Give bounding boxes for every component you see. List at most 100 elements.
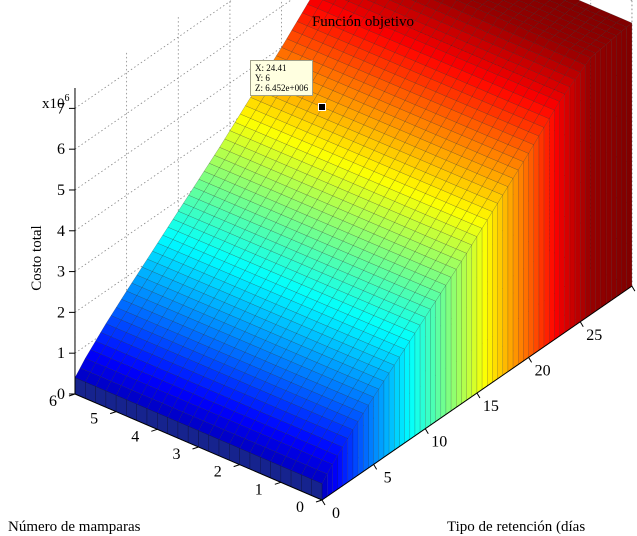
- surface-edge-patch: [363, 404, 369, 472]
- surface-edge-patch: [600, 44, 607, 308]
- labels-layer: Función objetivo x106 Costo total Número…: [8, 14, 585, 535]
- datatip-y: Y: 6: [255, 73, 270, 83]
- surface-edge-patch: [404, 340, 410, 444]
- surface-edge-patch: [611, 35, 617, 301]
- surface-edge-patch: [425, 308, 431, 429]
- surface-edge-patch: [502, 186, 509, 376]
- surface-patch: [322, 0, 337, 5]
- surface-edge-patch: [595, 48, 602, 312]
- surface-edge-patch: [580, 64, 586, 323]
- x-tick-label: 0: [332, 505, 340, 522]
- surface-edge-patch: [450, 268, 457, 412]
- surface-edge-patch: [399, 348, 405, 447]
- surface-edge-patch: [626, 22, 633, 290]
- surface-edge-patch: [394, 356, 400, 451]
- z-tick-label: 5: [57, 182, 65, 199]
- datatip-marker[interactable]: [318, 103, 326, 111]
- y-axis-label: Número de mamparas: [8, 519, 141, 535]
- surface-edge-patch: [378, 380, 385, 462]
- surface-edge-patch: [574, 71, 581, 326]
- y-tick-mark: [315, 499, 323, 503]
- surface-patch: [389, 0, 404, 5]
- chart-title: Función objetivo: [312, 14, 414, 30]
- y-tick-label: 5: [90, 411, 98, 428]
- y-tick-mark: [109, 411, 117, 415]
- surface-edge-patch: [512, 169, 519, 369]
- x-tick-label: 20: [535, 362, 551, 379]
- surface-patch: [433, 0, 444, 4]
- x-tick-label: 10: [431, 434, 447, 451]
- y-tick-label: 3: [173, 446, 181, 463]
- surface-edge-patch: [414, 324, 421, 437]
- x-axis-label: Tipo de retención (días: [447, 519, 585, 535]
- surface-patch: [367, 0, 377, 4]
- z-tick-label: 6: [57, 141, 65, 158]
- datatip-x: X: 24.41: [255, 63, 287, 73]
- surface-edge-patch: [435, 292, 441, 422]
- surface-edge-patch: [383, 372, 390, 458]
- z-multiplier-exp: 6: [65, 93, 70, 104]
- z-tick-label: 4: [57, 223, 65, 240]
- y-tick-mark: [151, 428, 158, 432]
- surface-edge-patch: [409, 332, 416, 440]
- y-tick-mark: [233, 464, 240, 468]
- y-tick-mark: [274, 481, 281, 485]
- surface-edge-patch: [357, 412, 364, 476]
- x-tick-label: 25: [586, 327, 602, 344]
- surface-edge-patch: [347, 429, 354, 483]
- surface-edge-patch: [549, 109, 555, 344]
- grid-line-z-back: [74, 0, 233, 109]
- x-tick-mark: [631, 285, 636, 292]
- x-tick-mark: [321, 499, 326, 506]
- datatip-z: Z: 6.452e+006: [255, 83, 309, 93]
- surface-edge-patch: [466, 244, 472, 401]
- surface-edge-patch: [471, 236, 478, 397]
- surface-edge-patch: [543, 118, 550, 347]
- surface-edge-patch: [342, 437, 348, 487]
- surface-patch: [345, 0, 350, 2]
- surface-edge-patch: [368, 396, 374, 469]
- surface-edge-patch: [621, 26, 627, 294]
- surface-edge-patch: [507, 177, 514, 372]
- z-multiplier: x106: [42, 93, 70, 112]
- surface-edge-patch: [564, 86, 571, 333]
- x-tick-label: 5: [384, 469, 392, 486]
- z-tick-label: 3: [57, 264, 65, 281]
- x-tick-mark: [528, 357, 533, 363]
- surface-edge-patch: [481, 219, 488, 390]
- surface-edge-patch: [497, 194, 503, 380]
- surface-edge-patch: [456, 260, 462, 408]
- surface-edge-patch: [440, 284, 447, 419]
- x-tick-mark: [476, 392, 481, 399]
- grid-line-z-back: [74, 16, 386, 232]
- surface-edge-patch: [476, 227, 483, 394]
- surface-patch: [411, 0, 417, 2]
- surface-edge-patch: [533, 135, 540, 355]
- surface-edge-patch: [538, 126, 545, 351]
- z-multiplier-base: x10: [42, 96, 65, 112]
- y-tick-mark: [192, 446, 199, 450]
- z-tick-label: 7: [57, 100, 65, 117]
- axes-layer: 051015202530012345601234567: [49, 87, 636, 522]
- surface-edge-patch: [585, 57, 591, 319]
- surface-edge-patch: [528, 144, 534, 358]
- z-tick-label: 0: [57, 386, 65, 403]
- surface-edge-patch: [430, 300, 436, 426]
- datatip-box: X: 24.41 Y: 6 Z: 6.452e+006: [250, 60, 314, 96]
- surface-edge-patch: [487, 211, 493, 387]
- surface-edge-patch: [605, 39, 612, 305]
- surface-edge-patch: [590, 52, 596, 315]
- y-tick-label: 4: [131, 428, 139, 445]
- surface-edge-patch: [445, 276, 452, 415]
- x-tick-mark: [424, 428, 429, 434]
- x-tick-mark: [373, 464, 378, 470]
- surface-edge-patch: [352, 420, 359, 479]
- surface-edge-patch: [559, 93, 565, 337]
- surface-edge-patch: [492, 202, 498, 383]
- surface-edge-patch: [569, 79, 576, 330]
- z-tick-label: 1: [57, 345, 65, 362]
- surface-edge-patch: [461, 252, 467, 405]
- surface-edge-patch: [518, 161, 524, 365]
- surface-edge-patch: [388, 364, 395, 454]
